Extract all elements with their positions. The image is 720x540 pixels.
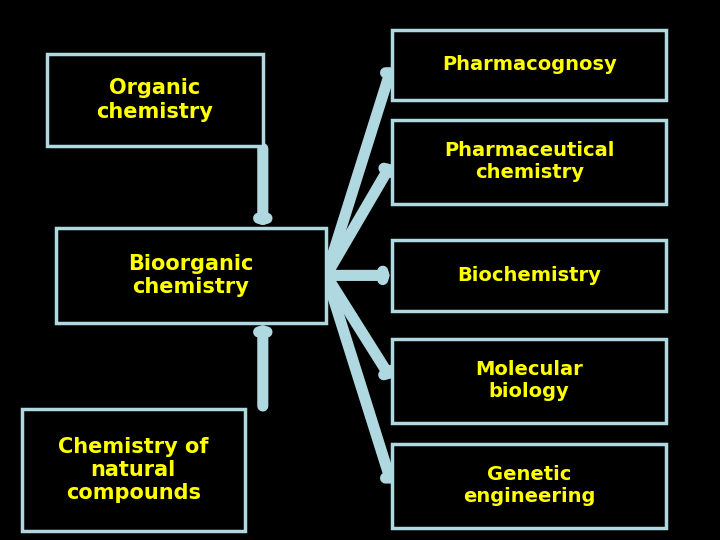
Bar [392, 30, 666, 100]
Text: Molecular
biology: Molecular biology [475, 360, 583, 401]
Bar [56, 228, 325, 322]
Bar [47, 54, 263, 146]
Text: Biochemistry: Biochemistry [457, 266, 601, 285]
Text: Genetic
engineering: Genetic engineering [463, 465, 595, 507]
Text: Pharmacognosy: Pharmacognosy [442, 55, 616, 75]
Bar [392, 444, 666, 528]
Bar [22, 409, 245, 530]
Bar [392, 120, 666, 204]
Text: Chemistry of
natural
compounds: Chemistry of natural compounds [58, 437, 209, 503]
Bar [392, 240, 666, 310]
Text: Bioorganic
chemistry: Bioorganic chemistry [128, 254, 253, 297]
Text: Organic
chemistry: Organic chemistry [96, 78, 213, 122]
Bar [392, 339, 666, 422]
Text: Pharmaceutical
chemistry: Pharmaceutical chemistry [444, 141, 614, 183]
